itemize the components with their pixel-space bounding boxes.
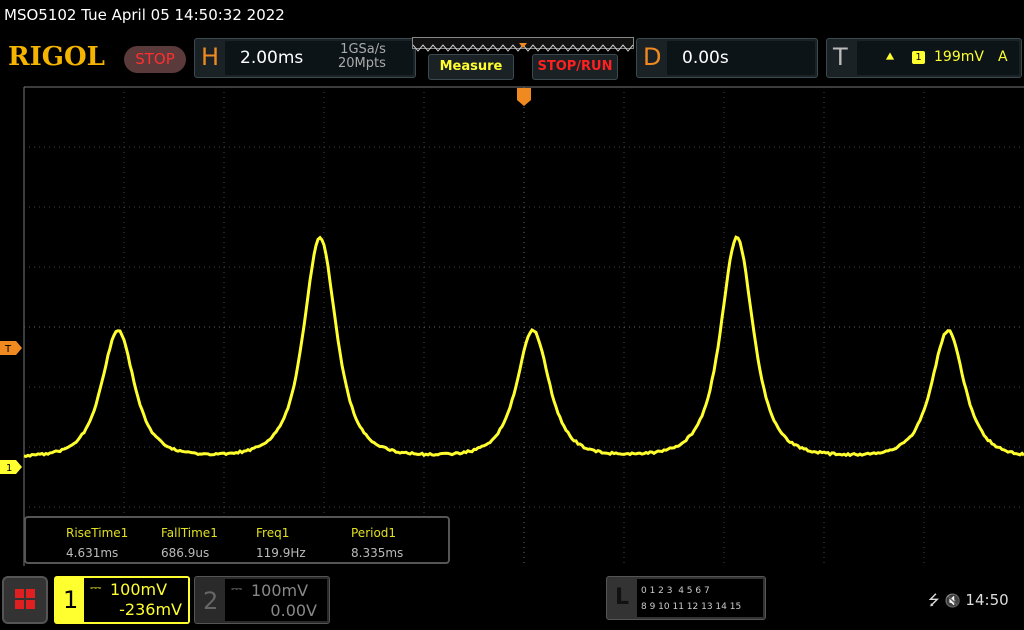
channel-1-ground-marker: 1 <box>0 460 22 474</box>
status-bar: ⭍ 🔇 14:50 <box>928 590 1009 614</box>
graticule <box>24 87 1024 566</box>
grid-menu-icon <box>4 578 46 622</box>
measurement-value: 8.335ms <box>351 546 403 560</box>
trigger-mode: A <box>998 49 1008 65</box>
trigger-label: T <box>833 43 848 71</box>
channel-1-number: 1 <box>63 586 78 614</box>
logic-channels-row-1: 0 1 2 3 4 5 6 7 <box>641 583 763 599</box>
channel-1-offset: -236mV <box>119 600 182 619</box>
run-state-badge: STOP <box>124 46 186 73</box>
dc-coupling-icon: ⎓ <box>231 581 242 597</box>
measurement-name: Period1 <box>351 526 396 540</box>
acquisition-info: 1GSa/s 20Mpts <box>338 43 386 71</box>
trigger-level-marker: T <box>0 341 22 355</box>
horizontal-label: H <box>201 43 219 71</box>
clock: 14:50 <box>965 591 1008 609</box>
measurement-value: 4.631ms <box>66 546 118 560</box>
measurement-name: FallTime1 <box>161 526 218 540</box>
trigger-position-marker <box>517 88 531 106</box>
measurement-name: Freq1 <box>256 526 289 540</box>
stop-run-button[interactable]: STOP/RUN <box>532 54 618 80</box>
dc-coupling-icon: ⎓ <box>90 580 101 596</box>
measurement-value: 119.9Hz <box>256 546 306 560</box>
trigger-level: 199mV <box>934 49 984 65</box>
main-menu-button[interactable] <box>2 576 48 624</box>
logic-analyzer-panel[interactable]: L 0 1 2 3 4 5 6 78 9 10 11 12 13 14 15 <box>606 576 766 620</box>
measurement-value: 686.9us <box>161 546 209 560</box>
speaker-muted-icon[interactable]: 🔇 <box>944 594 960 609</box>
window-title: MSO5102 Tue April 05 14:50:32 2022 <box>4 6 285 24</box>
rising-edge-icon: ⯅ <box>884 48 896 66</box>
trigger-source-badge: 1 <box>912 51 925 64</box>
logic-label: L <box>615 585 629 610</box>
memory-overview-strip[interactable] <box>412 37 634 49</box>
delay-value: 0.00s <box>682 48 729 68</box>
channel-2-offset: 0.00V <box>270 601 317 620</box>
waveform-display[interactable]: T 1 <box>0 86 1024 568</box>
channel-1-trace <box>24 237 1024 456</box>
logic-channels-row-2: 8 9 10 11 12 13 14 15 <box>641 599 763 615</box>
channel-1-marker-label: 1 <box>6 463 12 474</box>
sample-rate: 1GSa/s <box>338 43 386 57</box>
channel-1-panel[interactable]: 1 ⎓ 100mV -236mV <box>54 576 190 624</box>
channel-1-scale: 100mV <box>110 580 167 599</box>
timebase-value: 2.00ms <box>240 48 303 68</box>
channel-2-scale: 100mV <box>251 581 308 600</box>
rigol-logo: RIGOL <box>8 42 105 72</box>
delay-label: D <box>643 43 661 71</box>
measure-button[interactable]: Measure <box>428 54 514 80</box>
channel-2-panel[interactable]: 2 ⎓ 100mV 0.00V <box>194 576 330 624</box>
channel-2-number: 2 <box>203 587 218 615</box>
trigger-marker-label: T <box>4 344 12 355</box>
memory-depth: 20Mpts <box>338 57 386 71</box>
usb-icon: ⭍ <box>928 593 940 609</box>
measurement-panel: RiseTime1 4.631ms FallTime1 686.9us Freq… <box>24 516 450 564</box>
measurement-name: RiseTime1 <box>66 526 128 540</box>
